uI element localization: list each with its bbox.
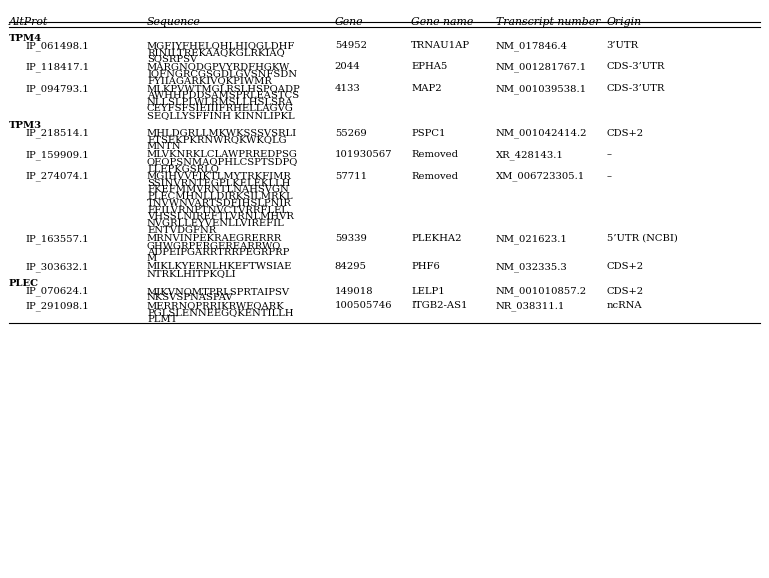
Text: 3’UTR: 3’UTR bbox=[607, 41, 639, 50]
Text: CDS+2: CDS+2 bbox=[607, 129, 644, 138]
Text: Origin: Origin bbox=[607, 17, 642, 28]
Text: PLECMHNLLDIRKSILMRKL: PLECMHNLLDIRKSILMRKL bbox=[147, 192, 292, 201]
Text: NM_001281767.1: NM_001281767.1 bbox=[495, 62, 587, 72]
Text: MARGNQDGPVYRDFHGKW: MARGNQDGPVYRDFHGKW bbox=[147, 62, 290, 72]
Text: TPM4: TPM4 bbox=[9, 34, 42, 43]
Text: 57711: 57711 bbox=[335, 172, 367, 181]
Text: NM_001010857.2: NM_001010857.2 bbox=[495, 287, 587, 297]
Text: MIKVNQMTPRLSPRTAIPSV: MIKVNQMTPRLSPRTAIPSV bbox=[147, 287, 290, 296]
Text: 101930567: 101930567 bbox=[335, 150, 392, 160]
Text: 100505746: 100505746 bbox=[335, 301, 392, 310]
Text: NTRKLHITPKQLI: NTRKLHITPKQLI bbox=[147, 269, 237, 278]
Text: PLMT: PLMT bbox=[147, 315, 178, 324]
Text: MGIHVVFIKTLMYTRKFIMR: MGIHVVFIKTLMYTRKFIMR bbox=[147, 172, 292, 181]
Text: IQFNGRCGSGDLGVSNFSDN: IQFNGRCGSGDLGVSNFSDN bbox=[147, 69, 297, 78]
Text: Removed: Removed bbox=[411, 172, 458, 181]
Text: MLKPVWTMGLRSLHSPQADP: MLKPVWTMGLRSLHSPQADP bbox=[147, 84, 301, 93]
Text: IP_163557.1: IP_163557.1 bbox=[26, 234, 89, 244]
Text: NKSVSPNASPAV: NKSVSPNASPAV bbox=[147, 294, 234, 302]
Text: EFILVRNPTNVCTVRRFLEL: EFILVRNPTNVCTVRRFLEL bbox=[147, 206, 288, 214]
Text: NM_001042414.2: NM_001042414.2 bbox=[495, 129, 587, 138]
Text: TRNAU1AP: TRNAU1AP bbox=[411, 41, 471, 50]
Text: M: M bbox=[147, 254, 157, 264]
Text: Gene name: Gene name bbox=[411, 17, 474, 28]
Text: CDS-3’UTR: CDS-3’UTR bbox=[607, 84, 665, 93]
Text: PLEKHA2: PLEKHA2 bbox=[411, 234, 462, 243]
Text: FYIIAGARKIVQKPIWMR: FYIIAGARKIVQKPIWMR bbox=[147, 76, 272, 85]
Text: PHF6: PHF6 bbox=[411, 262, 440, 271]
Text: Transcript number: Transcript number bbox=[495, 17, 600, 28]
Text: SQSRPSV: SQSRPSV bbox=[147, 54, 197, 64]
Text: IP_094793.1: IP_094793.1 bbox=[26, 84, 90, 94]
Text: CDS-3’UTR: CDS-3’UTR bbox=[607, 62, 665, 72]
Text: IP_218514.1: IP_218514.1 bbox=[26, 129, 90, 138]
Text: MIKLKYERNLHKEFTWSIAE: MIKLKYERNLHKEFTWSIAE bbox=[147, 262, 292, 271]
Text: NM_001039538.1: NM_001039538.1 bbox=[495, 84, 587, 94]
Text: RINILTREKAAQKGLRKIAQ: RINILTREKAAQKGLRKIAQ bbox=[147, 48, 285, 57]
Text: 5’UTR (NCBI): 5’UTR (NCBI) bbox=[607, 234, 677, 243]
Text: MAP2: MAP2 bbox=[411, 84, 442, 93]
Text: PLEC: PLEC bbox=[9, 279, 39, 288]
Text: PGLSLENNEEGQKENTILLH: PGLSLENNEEGQKENTILLH bbox=[147, 308, 294, 317]
Text: –: – bbox=[607, 172, 611, 181]
Text: LELP1: LELP1 bbox=[411, 287, 445, 296]
Text: ADPEIPGARRTRRPEGRPRP: ADPEIPGARRTRRPEGRPRP bbox=[147, 247, 289, 257]
Text: CDS+2: CDS+2 bbox=[607, 287, 644, 296]
Text: MHLDGRLLMKWKSSSVSRLI: MHLDGRLLMKWKSSSVSRLI bbox=[147, 129, 297, 138]
Text: NM_032335.3: NM_032335.3 bbox=[495, 262, 568, 272]
Text: IP_291098.1: IP_291098.1 bbox=[26, 301, 90, 311]
Text: Sequence: Sequence bbox=[147, 17, 201, 28]
Text: MRNVINPEKRAEGRERRR: MRNVINPEKRAEGRERRR bbox=[147, 234, 282, 243]
Text: SEQLLYSFFINH KINNLIPKL: SEQLLYSFFINH KINNLIPKL bbox=[147, 111, 295, 120]
Text: IP_070624.1: IP_070624.1 bbox=[26, 287, 89, 297]
Text: FKEFMMVRNTLNAHSVGN: FKEFMMVRNTLNAHSVGN bbox=[147, 186, 288, 194]
Text: NVGRLLEYVENLLVIREFIL: NVGRLLEYVENLLVIREFIL bbox=[147, 219, 285, 228]
Text: Removed: Removed bbox=[411, 150, 458, 160]
Text: 55269: 55269 bbox=[335, 129, 367, 138]
Text: IP_118417.1: IP_118417.1 bbox=[26, 62, 90, 72]
Text: CDS+2: CDS+2 bbox=[607, 262, 644, 271]
Text: CEYFSFSIEIIIFRHELLAGVG: CEYFSFSIEIIIFRHELLAGVG bbox=[147, 105, 294, 113]
Text: IP_159909.1: IP_159909.1 bbox=[26, 150, 90, 160]
Text: EPHA5: EPHA5 bbox=[411, 62, 448, 72]
Text: PSPC1: PSPC1 bbox=[411, 129, 446, 138]
Text: TNVWNVARTSDFIHSLPNIR: TNVWNVARTSDFIHSLPNIR bbox=[147, 199, 292, 208]
Text: LLEPKGSRLQ: LLEPKGSRLQ bbox=[147, 164, 219, 173]
Text: ITGB2-AS1: ITGB2-AS1 bbox=[411, 301, 468, 310]
Text: QEQPSNMAQPHLCSPTSDPQ: QEQPSNMAQPHLCSPTSDPQ bbox=[147, 157, 298, 166]
Text: NM_021623.1: NM_021623.1 bbox=[495, 234, 568, 244]
Text: NR_038311.1: NR_038311.1 bbox=[495, 301, 565, 311]
Text: MLVKNRKLCLAWPRREDPSG: MLVKNRKLCLAWPRREDPSG bbox=[147, 150, 298, 160]
Text: VHSSLNIREFTLVRNLMHVR: VHSSLNIREFTLVRNLMHVR bbox=[147, 213, 294, 221]
Text: NLLSLPLWLRMSLLHSLSRA: NLLSLPLWLRMSLLHSLSRA bbox=[147, 98, 294, 106]
Text: XR_428143.1: XR_428143.1 bbox=[495, 150, 564, 160]
Text: IP_274074.1: IP_274074.1 bbox=[26, 172, 90, 181]
Text: TPM3: TPM3 bbox=[9, 121, 42, 131]
Text: IP_303632.1: IP_303632.1 bbox=[26, 262, 89, 272]
Text: ETSEKPKRNWRQKWKQLG: ETSEKPKRNWRQKWKQLG bbox=[147, 135, 287, 144]
Text: 54952: 54952 bbox=[335, 41, 367, 50]
Text: 2044: 2044 bbox=[335, 62, 361, 72]
Text: XM_006723305.1: XM_006723305.1 bbox=[495, 172, 585, 181]
Text: 149018: 149018 bbox=[335, 287, 373, 296]
Text: Gene: Gene bbox=[335, 17, 363, 28]
Text: MNTN: MNTN bbox=[147, 142, 181, 151]
Text: 84295: 84295 bbox=[335, 262, 367, 271]
Text: AWHHPDDSAMSPRLEASTCS: AWHHPDDSAMSPRLEASTCS bbox=[147, 91, 299, 100]
Text: –: – bbox=[607, 150, 611, 160]
Text: ncRNA: ncRNA bbox=[607, 301, 642, 310]
Text: SSINVRNTEGPLKELEKLLH: SSINVRNTEGPLKELEKLLH bbox=[147, 179, 291, 187]
Text: 4133: 4133 bbox=[335, 84, 361, 93]
Text: MERRNQPRRIKRWEQARK: MERRNQPRRIKRWEQARK bbox=[147, 301, 285, 310]
Text: 59339: 59339 bbox=[335, 234, 367, 243]
Text: AltProt: AltProt bbox=[9, 17, 48, 28]
Text: MGFIYFHELQHLHIQGLDHF: MGFIYFHELQHLHIQGLDHF bbox=[147, 41, 295, 50]
Text: ENTVDGFNR: ENTVDGFNR bbox=[147, 226, 216, 235]
Text: IP_061498.1: IP_061498.1 bbox=[26, 41, 90, 51]
Text: NM_017846.4: NM_017846.4 bbox=[495, 41, 568, 51]
Text: GHWGRPERGEREARRWQ: GHWGRPERGEREARRWQ bbox=[147, 241, 281, 250]
